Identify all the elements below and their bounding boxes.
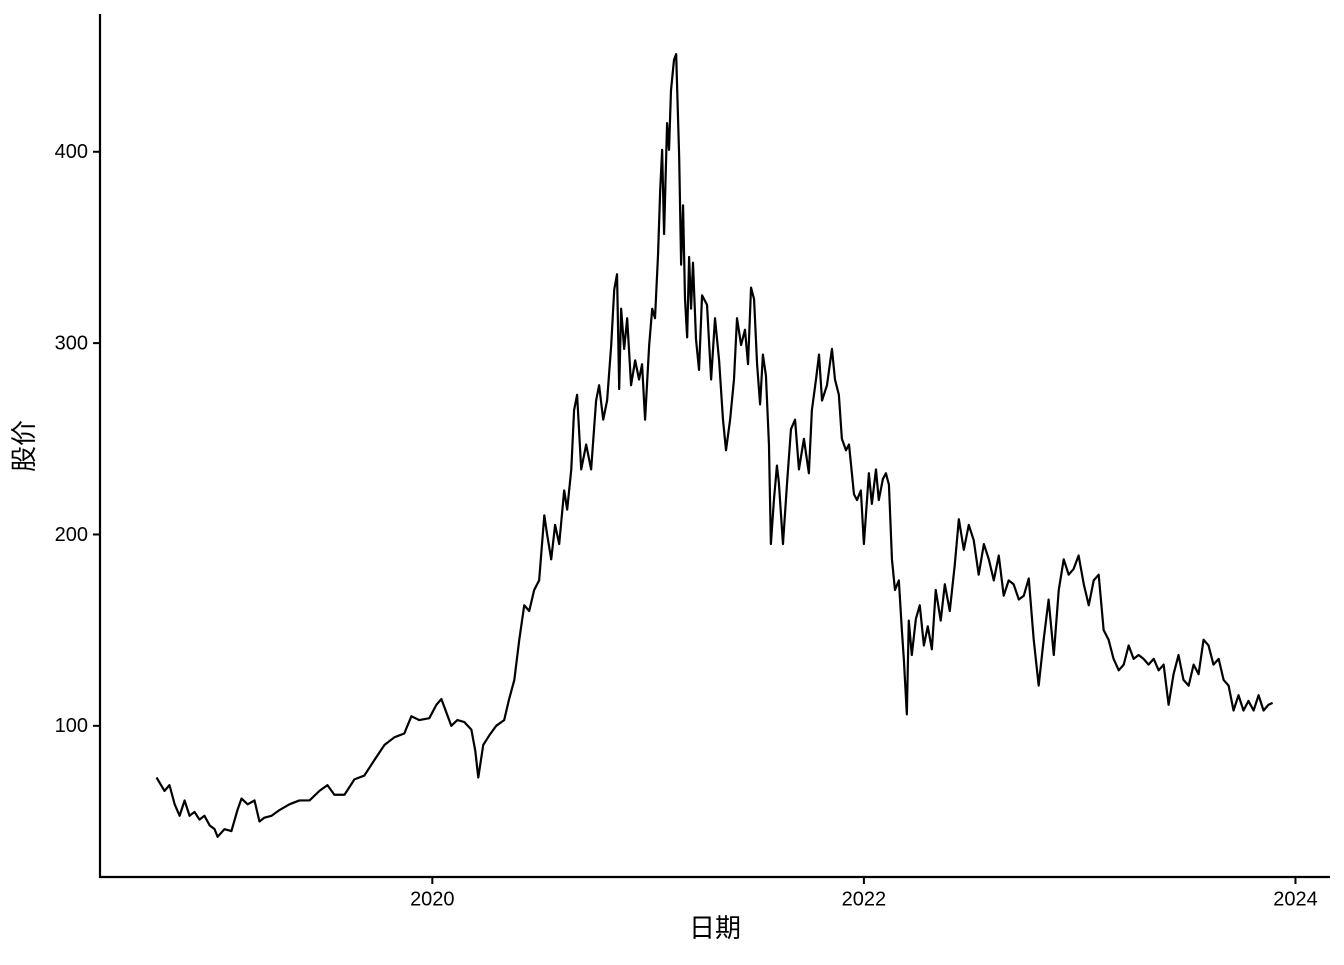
y-axis-title: 股价 [9, 420, 39, 472]
price-line [155, 53, 1274, 838]
y-tick-label: 300 [55, 332, 88, 354]
x-tick-label: 2022 [842, 888, 887, 910]
x-axis-title: 日期 [689, 913, 741, 943]
y-tick-label: 200 [55, 524, 88, 546]
x-tick-label: 2024 [1273, 888, 1318, 910]
x-tick-label: 2020 [410, 888, 455, 910]
y-tick-label: 100 [55, 715, 88, 737]
y-tick-label: 400 [55, 141, 88, 163]
